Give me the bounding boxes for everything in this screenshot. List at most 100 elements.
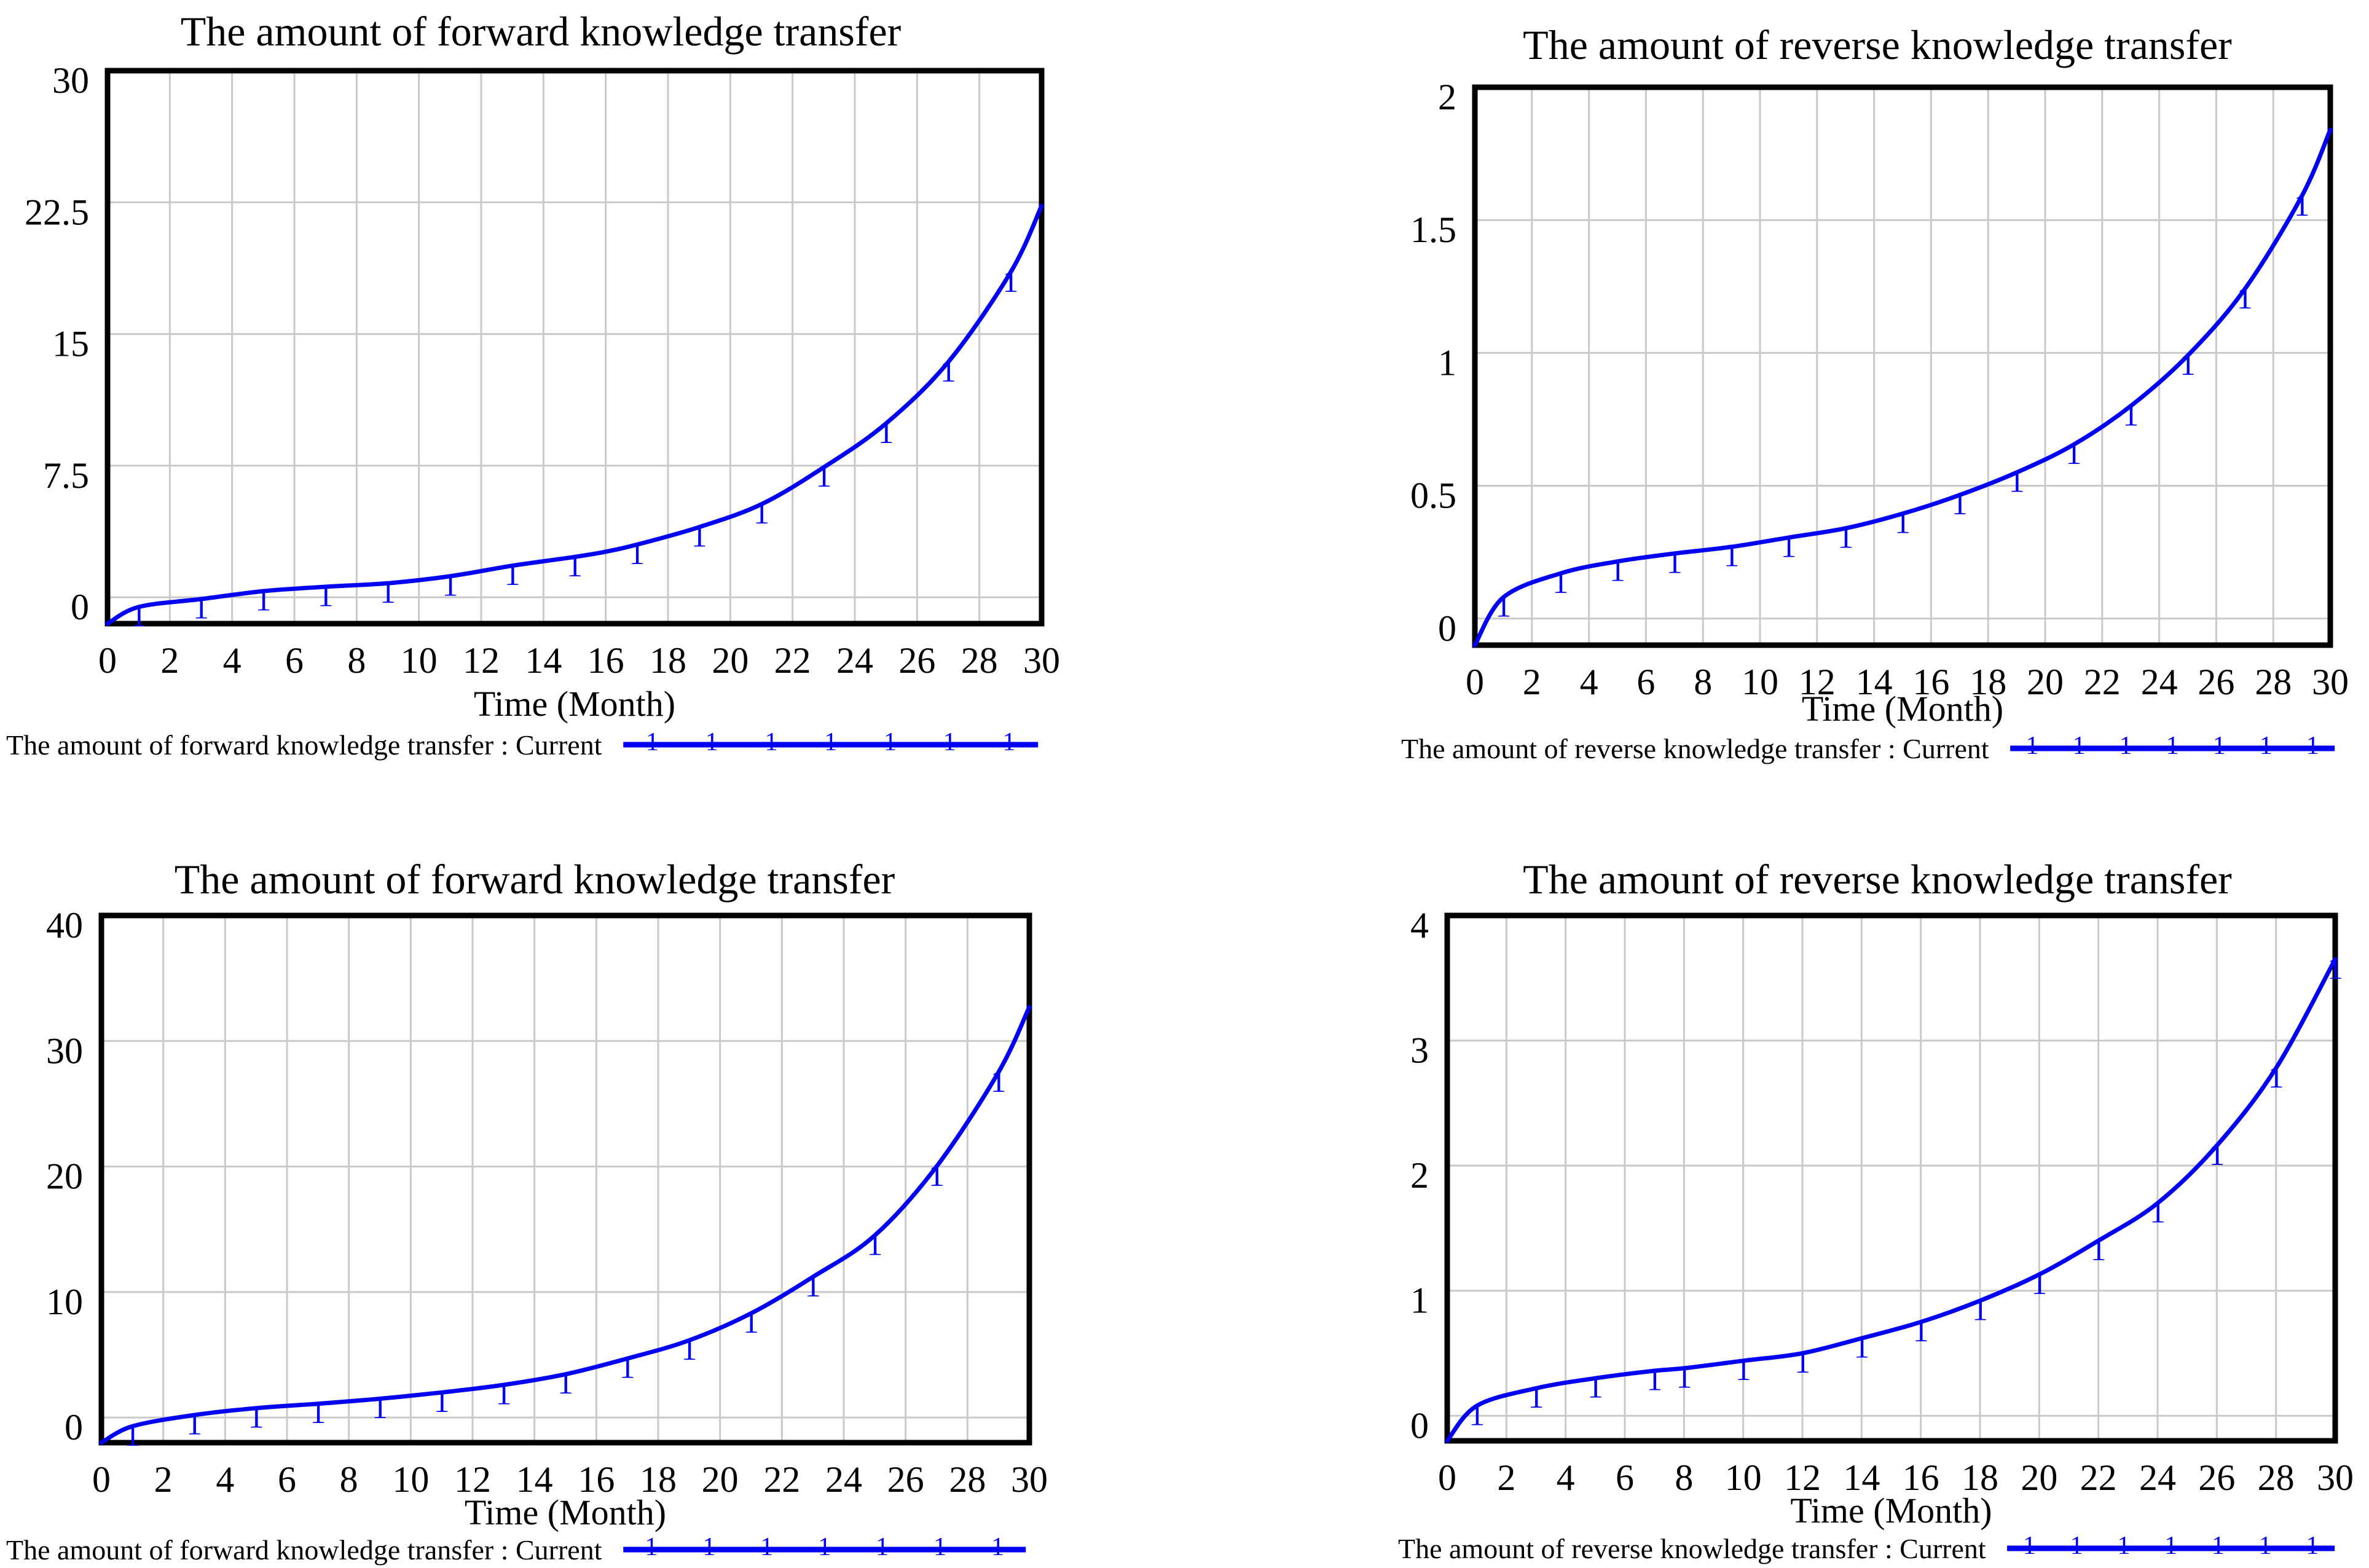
x-tick-label: 28 (2255, 662, 2292, 702)
series-marker: 1 (681, 1332, 697, 1367)
series-marker: 1 (2009, 464, 2025, 499)
chart-title: The amount of forward knowledge transfer (174, 856, 895, 903)
x-tick-label: 26 (2198, 662, 2234, 702)
series-marker: 1 (1002, 264, 1018, 299)
x-tick-label: 26 (2198, 1457, 2235, 1498)
legend-series-marker: 1 (705, 728, 718, 756)
x-tick-label: 22 (774, 640, 811, 681)
series-marker: 1 (1587, 1370, 1603, 1405)
x-tick-label: 28 (961, 640, 998, 681)
legend-series-marker: 1 (760, 1533, 773, 1561)
legend: The amount of forward knowledge transfer… (6, 726, 1042, 763)
x-tick-label: 14 (516, 1459, 553, 1500)
x-tick-label: 0 (1466, 662, 1484, 702)
legend-series-marker: 1 (2259, 732, 2272, 760)
series-marker: 1 (1667, 545, 1683, 580)
series-marker: 1 (1528, 1380, 1544, 1415)
series-marker: 1 (124, 1418, 140, 1453)
series-marker: 1 (1646, 1363, 1662, 1398)
legend-label: The amount of reverse knowledge transfer… (1401, 732, 1989, 764)
series-marker: 1 (1676, 1360, 1692, 1395)
series-marker: 1 (495, 1377, 511, 1412)
series-line (1445, 957, 2338, 1443)
series-marker: 1 (1794, 1345, 1810, 1380)
x-axis-title: Time (Month) (1790, 1491, 1992, 1531)
plot-frame (1444, 912, 2338, 1444)
x-tick-label: 16 (578, 1459, 615, 1500)
y-tick-label: 2 (1438, 77, 1456, 117)
x-tick-label: 8 (340, 1459, 358, 1500)
x-tick-label: 20 (2027, 662, 2064, 702)
series-line (99, 1005, 1032, 1445)
x-tick-label: 6 (1616, 1457, 1634, 1498)
x-tick-label: 28 (949, 1459, 986, 1500)
x-tick-label: 28 (2258, 1457, 2295, 1498)
x-tick-label: 14 (1843, 1457, 1880, 1498)
x-tick-label: 0 (1438, 1457, 1456, 1498)
y-tick-label: 0 (71, 587, 89, 627)
series-marker: 1 (929, 1158, 945, 1193)
series-marker: 1 (2091, 1233, 2107, 1268)
x-tick-label: 26 (898, 640, 935, 681)
x-tick-label: 18 (1970, 662, 2006, 702)
series-marker: 1 (1895, 505, 1911, 540)
legend-series-marker: 1 (1002, 728, 1015, 756)
series-marker: 1 (878, 415, 894, 450)
x-tick-label: 18 (650, 640, 686, 681)
series-marker: 1 (2237, 281, 2253, 316)
legend-label: The amount of reverse knowledge transfer… (1398, 1532, 1986, 1564)
legend-series-marker: 1 (2119, 732, 2132, 760)
x-tick-label: 26 (887, 1459, 924, 1500)
legend-series-marker: 1 (824, 728, 837, 756)
x-tick-label: 18 (1962, 1457, 1998, 1498)
legend-series-marker: 1 (991, 1533, 1004, 1561)
series-marker: 1 (1972, 1293, 1988, 1328)
series-marker: 1 (567, 549, 583, 584)
legend-series-line: 1 1 1 1 1 1 1 (623, 728, 1038, 756)
legend-series-marker: 1 (2166, 732, 2178, 760)
x-axis-title: Time (Month) (464, 1492, 667, 1532)
legend-series-marker: 1 (876, 1533, 889, 1561)
legend-series-marker: 1 (2117, 1532, 2130, 1560)
series-marker: 1 (2065, 436, 2081, 471)
x-tick-label: 24 (836, 640, 873, 681)
y-tick-label: 10 (46, 1282, 83, 1322)
x-tick-label: 2 (160, 640, 179, 681)
legend-series-marker: 1 (943, 728, 956, 756)
x-tick-label: 2 (1523, 662, 1541, 702)
legend-series-line: 1 1 1 1 1 1 1 (2006, 1532, 2335, 1560)
series-marker: 1 (505, 557, 521, 592)
x-tick-label: 20 (2021, 1457, 2057, 1498)
series-marker: 1 (1469, 1398, 1485, 1433)
y-tick-label: 2 (1410, 1155, 1429, 1196)
y-tick-label: 1 (1438, 342, 1456, 383)
y-tick-label: 0 (65, 1407, 83, 1448)
y-tick-label: 4 (1410, 905, 1429, 946)
series-marker: 1 (2180, 347, 2196, 382)
y-tick-label: 20 (46, 1156, 83, 1197)
plot-frame (104, 68, 1045, 627)
series-marker: 1 (753, 496, 769, 531)
x-tick-label: 16 (587, 640, 624, 681)
y-tick-label: 30 (46, 1030, 83, 1071)
chart-title: The amount of reverse knowledge transfer (1523, 22, 2232, 68)
legend: The amount of forward knowledge transfer… (6, 1531, 1029, 1568)
plot-frame (98, 912, 1032, 1446)
x-tick-label: 8 (347, 640, 366, 681)
series-marker: 1 (1780, 529, 1796, 564)
legend-series-marker: 1 (764, 728, 777, 756)
x-tick-label: 4 (1557, 1457, 1575, 1498)
legend-series-marker: 1 (2070, 1532, 2083, 1560)
legend-series-marker: 1 (2072, 732, 2085, 760)
x-tick-label: 12 (1799, 662, 1836, 702)
series-marker: 1 (1952, 487, 1968, 522)
legend-series-marker: 1 (818, 1533, 831, 1561)
x-tick-label: 2 (1497, 1457, 1515, 1498)
legend-series-marker: 1 (645, 728, 658, 756)
x-tick-label: 10 (1742, 662, 1778, 702)
x-tick-label: 30 (2317, 1457, 2354, 1498)
legend-series-marker: 1 (2306, 732, 2319, 760)
